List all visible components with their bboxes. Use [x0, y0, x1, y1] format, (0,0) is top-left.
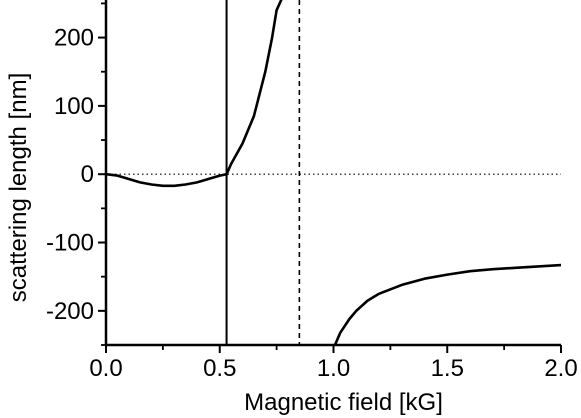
- y-tick-label: -200: [46, 298, 94, 325]
- series-layer: [106, 0, 561, 345]
- x-tick-label: 1.0: [317, 355, 350, 382]
- x-axis-label: Magnetic field [kG]: [244, 389, 443, 416]
- y-axis-label: scattering length [nm]: [5, 73, 32, 302]
- y-tick-label: 0: [81, 161, 94, 188]
- x-tick-label: 2.0: [544, 355, 577, 382]
- x-tick-label: 0.5: [203, 355, 236, 382]
- y-tick-label: 100: [54, 93, 94, 120]
- y-tick-label: -100: [46, 230, 94, 257]
- x-tick-label: 1.5: [431, 355, 464, 382]
- tick-labels: 0.0 0.5 1.0 1.5 2.0 -200 -100 0 100 200: [46, 25, 578, 382]
- y-tick-label: 200: [54, 25, 94, 52]
- x-tick-label: 0.0: [89, 355, 122, 382]
- axes: [98, 0, 562, 353]
- series-line-1: [106, 0, 283, 188]
- reference-lines: [106, 0, 561, 345]
- series-line-2: [333, 263, 561, 345]
